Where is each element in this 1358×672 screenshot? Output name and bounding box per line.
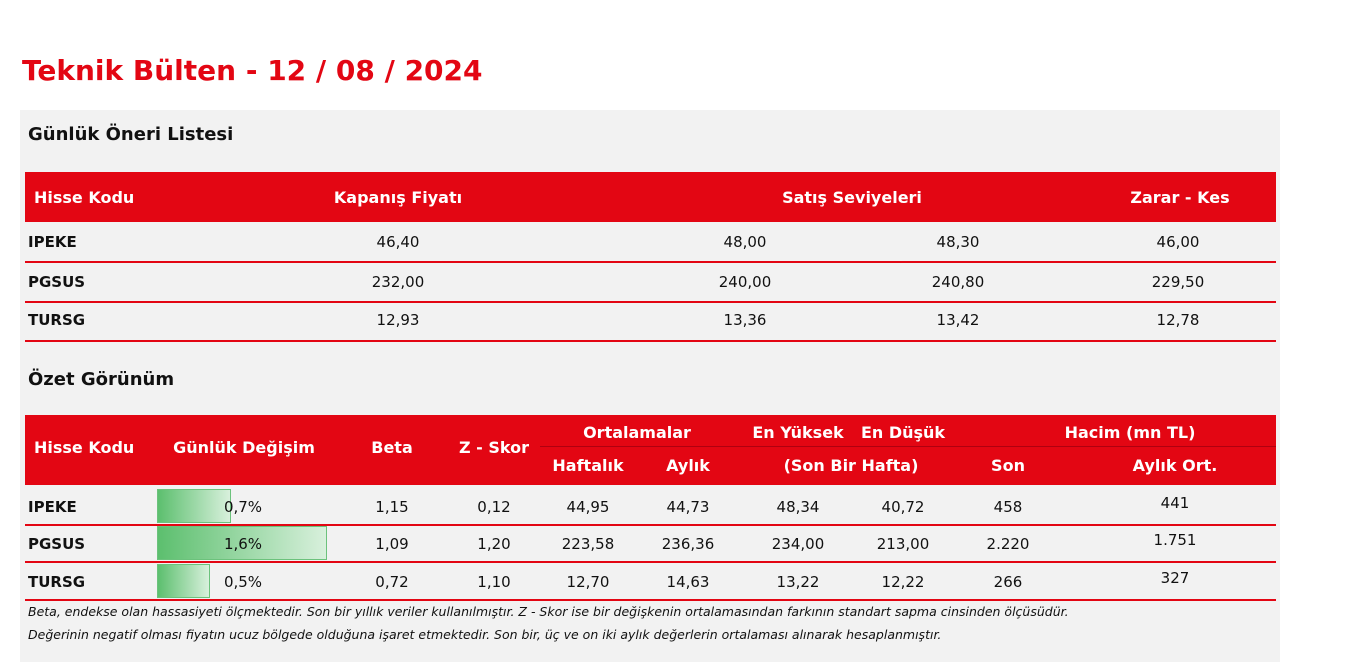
row-divider	[25, 340, 1276, 342]
cell: 240,80	[931, 273, 985, 291]
row-code: PGSUS	[28, 273, 86, 291]
change-label: 0,5%	[223, 573, 263, 591]
cell: 240,00	[718, 273, 772, 291]
cell: 458	[993, 498, 1023, 516]
row-code: TURSG	[28, 573, 86, 591]
row-divider	[25, 261, 1276, 263]
change-bar	[157, 489, 232, 523]
cell: 229,50	[1151, 273, 1205, 291]
cell: 236,36	[661, 535, 715, 553]
cell: 46,00	[1156, 233, 1200, 251]
cell: 48,00	[723, 233, 767, 251]
column-header: Zarar - Kes	[1130, 188, 1230, 207]
column-header: Ortalamalar	[583, 423, 691, 442]
header-band	[25, 415, 1276, 485]
column-header: Hisse Kodu	[34, 188, 135, 207]
cell: 46,40	[376, 233, 420, 251]
column-header: Aylık	[666, 456, 710, 475]
row-divider	[25, 301, 1276, 303]
footnote: Değerinin negatif olması fiyatın ucuz bö…	[28, 627, 942, 642]
column-header: Aylık Ort.	[1132, 456, 1218, 475]
column-header: Hacim (mn TL)	[1064, 423, 1196, 442]
cell: 40,72	[881, 498, 925, 516]
change-bar	[157, 564, 211, 598]
column-header: Kapanış Fiyatı	[333, 188, 463, 207]
section-title: Özet Görünüm	[28, 369, 175, 390]
column-header: En Yüksek	[752, 423, 844, 442]
column-header: Hisse Kodu	[34, 438, 135, 457]
cell: 1.751	[1153, 531, 1197, 549]
change-label: 0,7%	[223, 498, 263, 516]
column-header: En Düşük	[860, 423, 946, 442]
cell: 2.220	[986, 535, 1030, 553]
cell: 14,63	[666, 573, 710, 591]
section-title: Günlük Öneri Listesi	[28, 124, 234, 145]
cell: 213,00	[876, 535, 930, 553]
cell: 234,00	[771, 535, 825, 553]
cell: 441	[1160, 494, 1190, 512]
cell: 48,34	[776, 498, 820, 516]
cell: 223,58	[561, 535, 615, 553]
cell: 0,12	[477, 498, 511, 516]
cell: 44,95	[566, 498, 610, 516]
footnote: Beta, endekse olan hassasiyeti ölçmekted…	[28, 604, 1069, 619]
row-divider	[25, 524, 1276, 526]
header-divider	[540, 446, 1276, 447]
cell: 12,93	[376, 311, 420, 329]
cell: 232,00	[371, 273, 425, 291]
row-divider	[25, 561, 1276, 563]
column-header: Son	[991, 456, 1025, 475]
row-divider	[25, 599, 1276, 601]
cell: 13,22	[776, 573, 820, 591]
header-band	[25, 172, 1276, 222]
cell: 13,42	[936, 311, 980, 329]
cell: 44,73	[666, 498, 710, 516]
cell: 1,10	[477, 573, 511, 591]
cell: 13,36	[723, 311, 767, 329]
cell: 12,22	[881, 573, 925, 591]
change-label: 1,6%	[223, 535, 263, 553]
cell: 327	[1160, 569, 1190, 587]
column-header: Z - Skor	[459, 438, 529, 457]
cell: 1,09	[375, 535, 409, 553]
cell: 1,20	[477, 535, 511, 553]
column-header: Satış Seviyeleri	[782, 188, 922, 207]
row-code: TURSG	[28, 311, 86, 329]
cell: 266	[993, 573, 1023, 591]
cell: 0,72	[375, 573, 409, 591]
page-title: Teknik Bülten - 12 / 08 / 2024	[22, 54, 483, 87]
row-code: PGSUS	[28, 535, 86, 553]
cell: 48,30	[936, 233, 980, 251]
change-bar	[157, 526, 327, 560]
column-header: Beta	[371, 438, 413, 457]
column-header: Günlük Değişim	[173, 438, 315, 457]
cell: 12,70	[566, 573, 610, 591]
column-header: (Son Bir Hafta)	[783, 456, 919, 475]
row-code: IPEKE	[28, 498, 77, 516]
row-code: IPEKE	[28, 233, 77, 251]
column-header: Haftalık	[552, 456, 624, 475]
cell: 12,78	[1156, 311, 1200, 329]
cell: 1,15	[375, 498, 409, 516]
